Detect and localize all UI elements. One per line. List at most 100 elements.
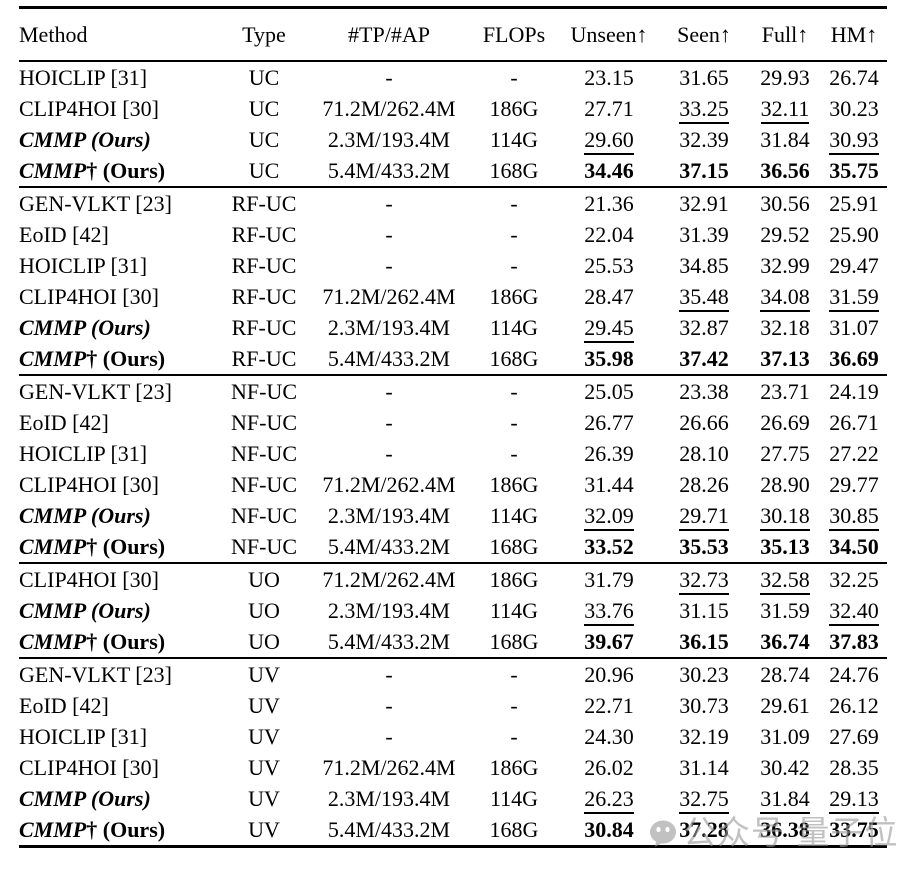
metric-cell: 30.84: [559, 814, 659, 847]
params-cell: -: [385, 64, 393, 90]
method-cell: GEN-VLKT [23]: [19, 375, 219, 407]
metric-cell: 36.38: [749, 814, 821, 847]
metric-value: 23.15: [584, 64, 634, 90]
metric-value: 37.28: [679, 816, 729, 842]
method-cell: CMMP (Ours): [19, 500, 219, 531]
metric-value: 31.15: [679, 597, 729, 623]
metric-cell: 30.42: [749, 752, 821, 783]
method-name-part: CMMP: [19, 628, 87, 654]
metric-cell: 27.69: [821, 721, 887, 752]
metric-cell: 31.59: [821, 281, 887, 312]
flops-cell: 168G: [489, 628, 539, 654]
params-cell: -: [385, 190, 393, 216]
type-cell: UC: [248, 64, 280, 90]
metric-value: 34.85: [679, 252, 729, 278]
metric-value: 29.13: [829, 785, 879, 814]
metric-cell: 39.67: [559, 626, 659, 658]
params-cell: 5.4M/433.2M: [327, 628, 451, 654]
type-cell: UO: [248, 566, 280, 592]
metric-value: 32.25: [829, 566, 879, 592]
type-cell: NF-UC: [230, 533, 297, 559]
metric-cell: 34.85: [659, 250, 749, 281]
method-cell: CLIP4HOI [30]: [19, 469, 219, 500]
metric-cell: 21.36: [559, 187, 659, 219]
metric-cell: 31.79: [559, 563, 659, 595]
metric-cell: 34.08: [749, 281, 821, 312]
method-name-part: HOICLIP [31]: [19, 440, 148, 466]
metric-cell: 29.45: [559, 312, 659, 343]
method-cell: HOICLIP [31]: [19, 721, 219, 752]
table-row: CMMP (Ours) RF-UC 2.3M/193.4M 114G 29.45 32.8…: [19, 312, 887, 343]
type-cell: UO: [248, 628, 280, 654]
metric-cell: 29.93: [749, 61, 821, 93]
method-name-part: GEN-VLKT [23]: [19, 378, 172, 404]
metric-value: 30.73: [679, 692, 729, 718]
type-cell: RF-UC: [231, 314, 297, 340]
flops-cell: 168G: [489, 533, 539, 559]
method-name-part: CMMP: [19, 533, 87, 559]
metric-value: 30.93: [829, 126, 879, 155]
method-cell: HOICLIP [31]: [19, 438, 219, 469]
type-cell: NF-UC: [230, 409, 297, 435]
type-cell: RF-UC: [231, 283, 297, 309]
method-name-part: CMMP: [19, 345, 87, 371]
metric-value: 28.90: [760, 471, 810, 497]
metric-cell: 35.48: [659, 281, 749, 312]
metric-cell: 26.23: [559, 783, 659, 814]
metric-cell: 30.23: [659, 658, 749, 690]
method-cell: GEN-VLKT [23]: [19, 658, 219, 690]
metric-cell: 35.13: [749, 531, 821, 563]
metric-cell: 33.52: [559, 531, 659, 563]
results-table: Method Type #TP/#AP FLOPs Unseen↑ Seen↑ …: [19, 6, 887, 848]
flops-cell: 114G: [489, 597, 539, 623]
metric-cell: 26.66: [659, 407, 749, 438]
metric-value: 31.14: [679, 754, 729, 780]
method-name-part: † (Ours): [86, 345, 166, 371]
method-name-part: CMMP (Ours): [19, 502, 151, 528]
metric-value: 37.83: [829, 628, 879, 654]
metric-cell: 26.02: [559, 752, 659, 783]
metric-cell: 36.56: [749, 155, 821, 187]
flops-cell: 114G: [489, 502, 539, 528]
metric-cell: 35.53: [659, 531, 749, 563]
type-cell: UV: [248, 692, 280, 718]
header-full: Full↑: [761, 21, 809, 47]
metric-cell: 20.96: [559, 658, 659, 690]
metric-cell: 31.14: [659, 752, 749, 783]
method-cell: CMMP† (Ours): [19, 155, 219, 187]
header-hm: HM↑: [830, 21, 878, 47]
metric-value: 26.69: [760, 409, 810, 435]
params-cell: 2.3M/193.4M: [327, 126, 451, 152]
metric-value: 29.60: [584, 126, 634, 155]
metric-cell: 32.75: [659, 783, 749, 814]
metric-cell: 26.39: [559, 438, 659, 469]
metric-cell: 37.28: [659, 814, 749, 847]
header-row: Method Type #TP/#AP FLOPs Unseen↑ Seen↑ …: [19, 8, 887, 61]
metric-value: 26.77: [584, 409, 634, 435]
method-name-part: CMMP: [19, 157, 87, 183]
metric-value: 30.18: [760, 502, 810, 531]
table-row: HOICLIP [31] NF-UC - - 26.39 28.10 27.75 27.22: [19, 438, 887, 469]
metric-cell: 26.77: [559, 407, 659, 438]
type-cell: UV: [248, 785, 280, 811]
metric-cell: 32.91: [659, 187, 749, 219]
metric-value: 24.19: [829, 378, 879, 404]
metric-value: 27.69: [829, 723, 879, 749]
metric-value: 34.50: [829, 533, 879, 559]
header-type: Type: [242, 21, 286, 47]
metric-value: 27.22: [829, 440, 879, 466]
metric-cell: 31.09: [749, 721, 821, 752]
metric-cell: 26.12: [821, 690, 887, 721]
metric-cell: 31.39: [659, 219, 749, 250]
metric-value: 36.15: [679, 628, 729, 654]
method-name-part: EoID [42]: [19, 692, 109, 718]
metric-cell: 33.75: [821, 814, 887, 847]
params-cell: 2.3M/193.4M: [327, 785, 451, 811]
metric-cell: 24.30: [559, 721, 659, 752]
metric-value: 35.98: [584, 345, 634, 371]
metric-cell: 36.74: [749, 626, 821, 658]
metric-cell: 31.44: [559, 469, 659, 500]
metric-value: 26.71: [829, 409, 879, 435]
metric-cell: 26.69: [749, 407, 821, 438]
metric-cell: 34.46: [559, 155, 659, 187]
